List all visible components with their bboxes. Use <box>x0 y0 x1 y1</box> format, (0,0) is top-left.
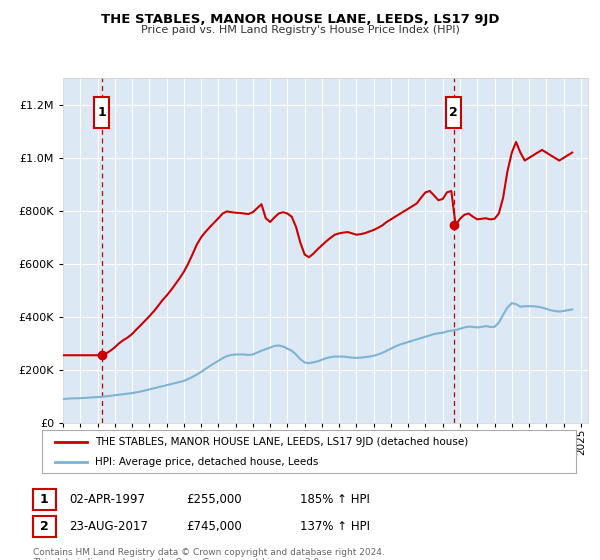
Text: 1: 1 <box>40 493 49 506</box>
Text: 2: 2 <box>40 520 49 533</box>
Text: THE STABLES, MANOR HOUSE LANE, LEEDS, LS17 9JD: THE STABLES, MANOR HOUSE LANE, LEEDS, LS… <box>101 13 499 26</box>
FancyBboxPatch shape <box>94 97 109 128</box>
FancyBboxPatch shape <box>446 97 461 128</box>
Text: HPI: Average price, detached house, Leeds: HPI: Average price, detached house, Leed… <box>95 458 319 468</box>
Text: 137% ↑ HPI: 137% ↑ HPI <box>300 520 370 533</box>
Text: THE STABLES, MANOR HOUSE LANE, LEEDS, LS17 9JD (detached house): THE STABLES, MANOR HOUSE LANE, LEEDS, LS… <box>95 437 469 447</box>
Text: 1: 1 <box>97 106 106 119</box>
Text: 185% ↑ HPI: 185% ↑ HPI <box>300 493 370 506</box>
Text: £745,000: £745,000 <box>186 520 242 533</box>
Text: Price paid vs. HM Land Registry's House Price Index (HPI): Price paid vs. HM Land Registry's House … <box>140 25 460 35</box>
Text: 23-AUG-2017: 23-AUG-2017 <box>69 520 148 533</box>
Text: £255,000: £255,000 <box>186 493 242 506</box>
Text: Contains HM Land Registry data © Crown copyright and database right 2024.
This d: Contains HM Land Registry data © Crown c… <box>33 548 385 560</box>
Text: 02-APR-1997: 02-APR-1997 <box>69 493 145 506</box>
Text: 2: 2 <box>449 106 458 119</box>
